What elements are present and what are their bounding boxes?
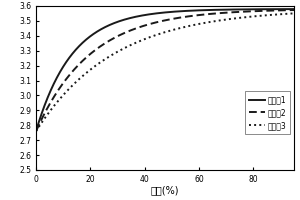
实施入3 bbox=[139, 40, 142, 42]
X-axis label: 容量(%): 容量(%) bbox=[151, 185, 179, 195]
实施入2 bbox=[212, 12, 215, 15]
实施入1 bbox=[61, 67, 64, 69]
实施入2 bbox=[34, 130, 38, 132]
实施入1 bbox=[34, 130, 38, 132]
Line: 实施入2: 实施入2 bbox=[36, 10, 294, 131]
实施入1 bbox=[292, 8, 296, 10]
实施入3 bbox=[240, 16, 244, 19]
实施入1 bbox=[240, 8, 244, 11]
实施入1 bbox=[139, 15, 142, 17]
实施入1 bbox=[212, 9, 215, 11]
实施入2 bbox=[148, 23, 152, 25]
实施入1 bbox=[236, 8, 239, 11]
Line: 实施入1: 实施入1 bbox=[36, 9, 294, 131]
Legend: 实施入1, 实施入2, 实施入3: 实施入1, 实施入2, 实施入3 bbox=[245, 91, 290, 134]
实施入3 bbox=[34, 130, 38, 132]
实施入3 bbox=[236, 17, 239, 19]
实施入2 bbox=[61, 83, 64, 85]
实施入2 bbox=[236, 11, 239, 13]
实施入2 bbox=[292, 9, 296, 11]
实施入1 bbox=[148, 13, 152, 15]
Line: 实施入3: 实施入3 bbox=[36, 13, 294, 131]
实施入3 bbox=[148, 36, 152, 38]
实施入3 bbox=[292, 12, 296, 15]
实施入2 bbox=[240, 11, 244, 13]
实施入3 bbox=[61, 95, 64, 97]
实施入3 bbox=[212, 20, 215, 23]
实施入2 bbox=[139, 26, 142, 28]
